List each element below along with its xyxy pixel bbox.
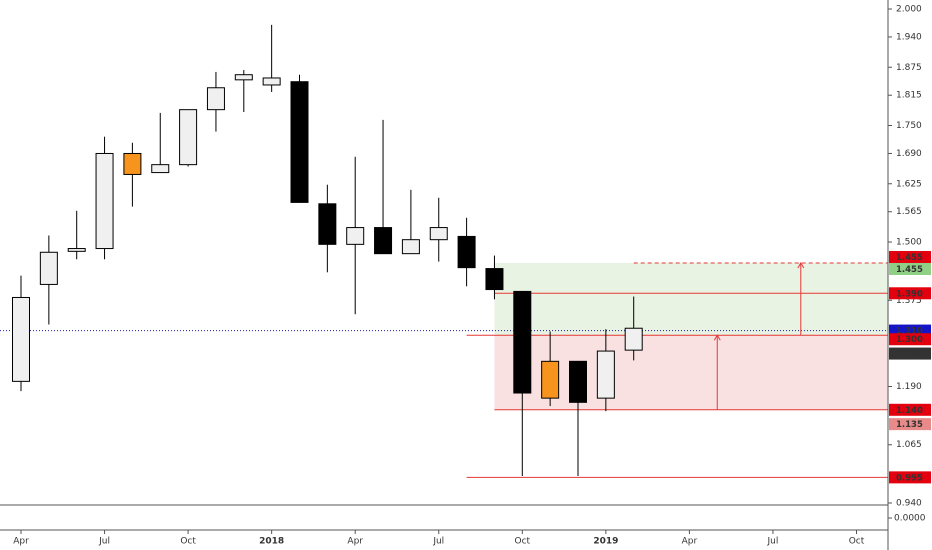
x-tick-label: Apr xyxy=(13,537,29,547)
y-tick-label: 1.065 xyxy=(896,440,922,450)
y-tick-label: 1.750 xyxy=(896,121,922,131)
x-tick-label: Jul xyxy=(767,537,779,547)
x-tick-label: Oct xyxy=(849,537,865,547)
y-tick-label: 1.815 xyxy=(896,91,922,101)
y-tick-label: 0.940 xyxy=(896,499,922,509)
y-tick-label: 1.500 xyxy=(896,238,922,248)
candle-body xyxy=(569,360,587,403)
y-tick-label: 1.875 xyxy=(896,63,922,73)
candle-body xyxy=(429,227,448,241)
price-label-box xyxy=(889,287,931,300)
y-tick-label: 1.625 xyxy=(896,179,922,189)
candle-body xyxy=(513,290,532,394)
price-label: 1.295 xyxy=(896,350,923,360)
y-tick-label: 1.940 xyxy=(896,32,922,42)
price-label-box xyxy=(889,403,931,416)
price-label: 1.140 xyxy=(896,406,923,416)
candle-body xyxy=(624,327,643,351)
candle-body xyxy=(374,227,393,255)
zone xyxy=(494,262,888,336)
candle-body xyxy=(457,235,476,269)
candle-body xyxy=(318,203,337,245)
price-label: 1.390 xyxy=(896,289,923,299)
arrow-head xyxy=(797,262,805,269)
candle-body xyxy=(39,251,58,285)
price-label-box xyxy=(889,347,931,360)
candle-body xyxy=(346,227,365,245)
price-label: 1.455 xyxy=(896,253,923,263)
candle-body xyxy=(234,74,253,81)
y-tick-label: 2.000 xyxy=(896,5,922,15)
x-tick-label: Apr xyxy=(347,537,363,547)
price-label: 1.310 xyxy=(896,327,923,337)
price-label: 1.300 xyxy=(896,335,923,345)
candle-body xyxy=(262,77,281,86)
candle-body xyxy=(206,87,225,111)
x-tick-label: Oct xyxy=(515,537,531,547)
x-tick-label: Oct xyxy=(180,537,196,547)
x-tick-label: Apr xyxy=(682,537,698,547)
y-tick-label: 1.565 xyxy=(896,207,922,217)
x-tick-label: 2018 xyxy=(259,537,284,547)
candle-body xyxy=(12,296,30,382)
price-label-box xyxy=(889,471,931,484)
price-label-box xyxy=(889,418,931,431)
y-tick-label: 1.690 xyxy=(896,149,922,159)
x-tick-label: 2019 xyxy=(593,537,618,547)
y-tick-label: 1.375 xyxy=(896,296,922,306)
price-label: 1.455 xyxy=(896,265,923,275)
candle-body xyxy=(290,81,309,203)
candle-body xyxy=(596,350,615,399)
price-label: 1.135 xyxy=(896,420,923,430)
candle-body xyxy=(67,248,86,252)
candle-body xyxy=(123,152,142,175)
y-tick-label: 1.190 xyxy=(896,382,922,392)
candle-body xyxy=(401,239,420,255)
price-label-box xyxy=(889,262,931,275)
candle-body xyxy=(151,164,170,174)
y-tick-label: 0.0000 xyxy=(894,514,926,524)
candle-body xyxy=(485,268,504,291)
candle-body xyxy=(541,360,560,399)
x-tick-label: Jul xyxy=(98,537,110,547)
price-label-box xyxy=(889,333,931,346)
x-tick-label: Jul xyxy=(432,537,444,547)
price-label-box xyxy=(889,250,931,263)
zone xyxy=(494,335,888,410)
arrow-head xyxy=(713,334,721,341)
candle-body xyxy=(179,109,198,166)
candle-body xyxy=(95,152,114,250)
price-label: 0.995 xyxy=(896,473,923,483)
